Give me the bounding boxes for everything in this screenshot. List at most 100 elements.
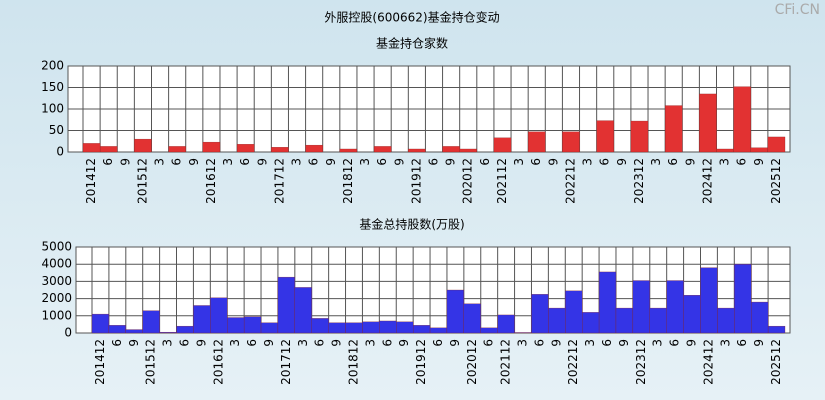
bar	[528, 131, 546, 153]
bar	[463, 303, 481, 334]
x-tick-label: 9	[187, 158, 201, 166]
x-tick-label: 9	[617, 339, 631, 347]
x-tick-label: 3	[512, 158, 526, 166]
x-tick-label: 201712	[272, 158, 286, 204]
bar	[683, 295, 701, 334]
bar	[664, 105, 683, 153]
x-tick-label: 6	[427, 158, 441, 166]
x-tick-label: 6	[532, 339, 546, 347]
bar	[412, 325, 431, 334]
x-tick-label: 201412	[93, 339, 107, 385]
bar	[767, 325, 786, 334]
x-tick-label: 6	[307, 158, 321, 166]
y-tick-label: 150	[41, 80, 64, 94]
bar	[236, 144, 255, 153]
bar	[345, 322, 363, 334]
bar	[459, 148, 477, 153]
x-tick-label: 6	[238, 158, 252, 166]
x-tick-label: 3	[583, 339, 597, 347]
x-tick-label: 3	[516, 339, 530, 347]
bar	[582, 312, 600, 334]
bar	[717, 307, 735, 334]
x-tick-label: 3	[581, 158, 595, 166]
bar	[497, 314, 515, 334]
bar	[260, 322, 279, 334]
y-tick-label: 0	[56, 145, 64, 159]
x-tick-label: 201812	[341, 158, 355, 204]
y-tick-label: 5000	[41, 240, 72, 254]
bar	[514, 332, 532, 334]
x-tick-label: 201812	[346, 339, 360, 385]
x-tick-label: 9	[118, 158, 132, 166]
x-tick-label: 202412	[700, 158, 714, 204]
x-tick-label: 9	[194, 339, 208, 347]
x-tick-label: 3	[718, 339, 732, 347]
x-tick-label: 201912	[409, 158, 423, 204]
x-tick-label: 6	[482, 339, 496, 347]
x-tick-label: 202312	[634, 339, 648, 385]
bar	[210, 297, 228, 334]
bar	[734, 264, 752, 334]
x-tick-label: 3	[221, 158, 235, 166]
x-tick-label: 9	[752, 339, 766, 347]
y-tick-label: 3000	[41, 274, 72, 288]
x-tick-label: 201512	[144, 339, 158, 385]
x-tick-label: 202512	[769, 158, 783, 204]
x-tick-label: 6	[431, 339, 445, 347]
bar	[429, 327, 448, 334]
x-tick-label: 202512	[769, 339, 783, 385]
x-tick-label: 6	[380, 339, 394, 347]
x-tick-label: 6	[666, 158, 680, 166]
bar	[548, 307, 566, 334]
bar	[243, 316, 262, 334]
y-tick-label: 4000	[41, 257, 72, 271]
bar	[531, 294, 549, 334]
page-title: 外服控股(600662)基金持仓变动	[324, 10, 499, 25]
bar	[142, 310, 160, 334]
x-tick-label: 201612	[204, 158, 218, 204]
bar	[700, 267, 718, 334]
bar	[193, 305, 211, 334]
y-tick-label: 200	[41, 59, 64, 73]
x-tick-label: 6	[313, 339, 327, 347]
x-tick-label: 3	[358, 158, 372, 166]
x-tick-label: 9	[549, 339, 563, 347]
bar	[91, 313, 110, 334]
bar	[649, 307, 667, 334]
x-tick-label: 201512	[135, 158, 149, 204]
x-tick-label: 202112	[495, 158, 509, 204]
bar	[666, 280, 684, 334]
y-tick-label: 0	[64, 326, 72, 340]
bar	[630, 120, 649, 153]
x-tick-label: 201412	[84, 158, 98, 204]
x-tick-label: 6	[245, 339, 259, 347]
bar	[339, 148, 358, 153]
x-tick-label: 3	[290, 158, 304, 166]
bar	[699, 93, 717, 153]
bar	[271, 147, 289, 153]
bar	[396, 321, 414, 334]
bar	[305, 144, 323, 153]
bar	[202, 141, 221, 153]
x-tick-label: 6	[478, 158, 492, 166]
x-tick-label: 9	[752, 158, 766, 166]
bar	[596, 120, 614, 153]
x-tick-label: 202212	[563, 158, 577, 204]
x-tick-label: 202012	[465, 339, 479, 385]
bar	[176, 325, 194, 334]
bar	[562, 131, 580, 153]
x-tick-label: 3	[718, 158, 732, 166]
bar	[442, 146, 460, 153]
x-tick-label: 6	[375, 158, 389, 166]
x-tick-label: 3	[651, 339, 665, 347]
bar	[311, 318, 329, 334]
x-tick-label: 9	[683, 158, 697, 166]
x-tick-label: 201712	[279, 339, 293, 385]
bar	[615, 307, 634, 334]
bar	[159, 331, 177, 334]
y-tick-label: 100	[41, 102, 64, 116]
x-tick-label: 202412	[701, 339, 715, 385]
x-tick-label: 3	[153, 158, 167, 166]
x-tick-label: 6	[668, 339, 682, 347]
watermark: CFi.CN	[775, 2, 820, 18]
